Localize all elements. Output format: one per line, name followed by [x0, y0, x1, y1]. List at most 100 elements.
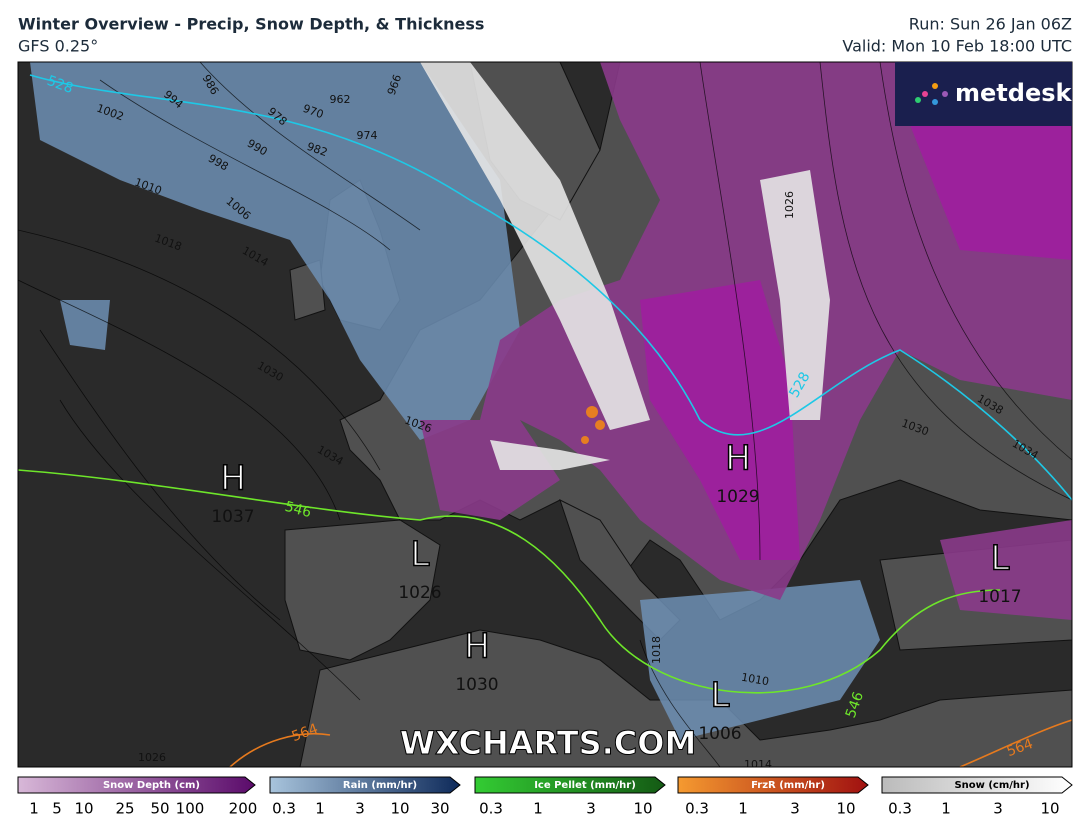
map-shape [879, 62, 1072, 461]
subtitle: GFS 0.25° [18, 37, 98, 56]
isobar-label: 1026 [783, 191, 796, 219]
map-shape [39, 329, 281, 621]
legend-tick-label: 10 [836, 800, 855, 818]
map-shape [480, 62, 1072, 600]
map-shape [760, 170, 830, 420]
pressure-center-value: 1037 [211, 507, 254, 527]
thickness-label: 546 [283, 499, 313, 521]
isobars [18, 62, 1072, 767]
map-shape [99, 79, 391, 251]
map-shape [18, 469, 1001, 694]
map-shape [959, 719, 1072, 767]
legend-title: Snow Depth (cm) [103, 780, 200, 791]
map-shape [490, 440, 610, 470]
pressure-center-value: 1017 [978, 587, 1021, 607]
pressure-center-letter: H [725, 439, 751, 479]
pressure-center-value: 1029 [716, 487, 759, 507]
map-shape [940, 520, 1072, 620]
legend-tick-label: 10 [633, 800, 652, 818]
legend-bar [17, 776, 256, 794]
legend-tick-label: 50 [150, 800, 169, 818]
legend-tick-label: 0.3 [479, 800, 503, 818]
map-shape [29, 74, 1072, 501]
map-shape [284, 519, 441, 661]
legend-title: Rain (mm/hr) [343, 780, 417, 791]
legend-tick-label: 3 [586, 800, 596, 818]
legend-tick-label: 25 [115, 800, 134, 818]
map-shape [595, 420, 605, 430]
map-shape [18, 229, 381, 471]
legend-tick-label: 1 [315, 800, 325, 818]
map-shape [932, 99, 938, 105]
map-shape [915, 97, 921, 103]
legend-tick-label: 0.3 [272, 800, 296, 818]
title: Winter Overview - Precip, Snow Depth, & … [18, 15, 484, 34]
legend-tick-label: 200 [229, 800, 258, 818]
map-shape [30, 62, 520, 440]
heavy-snow-depth [640, 90, 1072, 560]
map-shape [586, 406, 598, 418]
legend-tick-label: 100 [176, 800, 205, 818]
map-shape [60, 300, 110, 350]
snowfall-area [420, 62, 830, 470]
legend-tick-label: 10 [390, 800, 409, 818]
pressure-center-letter: H [220, 459, 246, 499]
isobar-label: 1018 [650, 636, 663, 664]
pressure-center-letter: L [991, 539, 1010, 579]
legend-title: FrzR (mm/hr) [751, 780, 825, 791]
map: H1037L1026H1030H1029L1017L10069869941002… [18, 62, 1072, 771]
thickness-lines [18, 74, 1072, 767]
legend-tick-label: 1 [738, 800, 748, 818]
legend-bar [677, 776, 869, 794]
watermark: WXCHARTS.COM [400, 724, 697, 762]
legend-tick-label: 5 [52, 800, 62, 818]
legend-tick-label: 0.3 [685, 800, 709, 818]
legend-tick-label: 3 [355, 800, 365, 818]
map-shape [199, 62, 421, 231]
pressure-center-value: 1030 [455, 675, 498, 695]
map-shape [932, 83, 938, 89]
map-shape [942, 91, 948, 97]
pressure-center-letter: L [411, 535, 430, 575]
map-shape [581, 436, 589, 444]
legend-bar [269, 776, 461, 794]
legend-bar [474, 776, 666, 794]
legend-title: Snow (cm/hr) [954, 780, 1029, 791]
legend-tick-label: 30 [430, 800, 449, 818]
map-shape [59, 399, 361, 701]
pressure-center-value: 1026 [398, 583, 441, 603]
legend-tick-label: 10 [1040, 800, 1059, 818]
isobar-label: 1026 [138, 751, 166, 764]
isobar-label: 962 [330, 93, 351, 106]
pressure-center-letter: L [711, 676, 730, 716]
pressure-center-letter: H [464, 627, 490, 667]
freezing-rain-area [581, 406, 605, 444]
legend-tick-label: 3 [993, 800, 1003, 818]
legend-title: Ice Pellet (mm/hr) [534, 780, 636, 791]
isobar-label: 974 [357, 129, 378, 142]
rain-area [30, 62, 880, 740]
legend-tick-label: 1 [941, 800, 951, 818]
valid-time: Valid: Mon 10 Feb 18:00 UTC [842, 37, 1072, 56]
map-shape [639, 639, 721, 767]
map-shape [229, 732, 331, 767]
map-shape [18, 279, 341, 521]
legend-tick-label: 0.3 [888, 800, 912, 818]
legend-tick-label: 1 [533, 800, 543, 818]
map-shape [420, 62, 650, 430]
legend-tick-label: 10 [74, 800, 93, 818]
isobar-label: 1010 [740, 671, 770, 689]
map-frame [17, 61, 1073, 768]
isobar-label: 1014 [744, 758, 772, 771]
snow-depth-area [420, 62, 1072, 620]
run-time: Run: Sun 26 Jan 06Z [909, 15, 1072, 34]
logo-mark [915, 83, 948, 105]
pressure-center-value: 1006 [698, 724, 741, 744]
map-shape [640, 580, 880, 740]
logo-text: metdesk [955, 79, 1073, 107]
legend-bar [881, 776, 1073, 794]
map-shape [922, 91, 928, 97]
legend-tick-label: 1 [29, 800, 39, 818]
